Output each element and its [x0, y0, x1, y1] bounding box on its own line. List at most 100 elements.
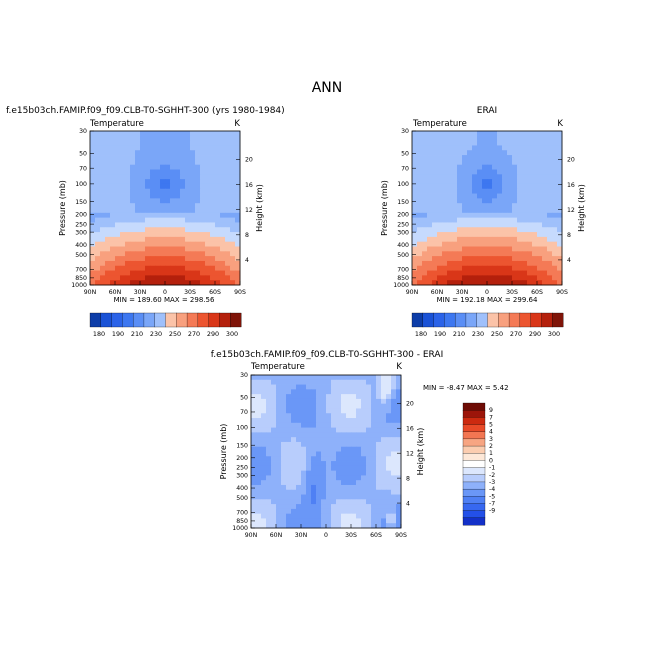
contour-cell [185, 159, 191, 166]
contour-cell [552, 135, 558, 142]
contour-cell [145, 208, 151, 214]
contour-cell [150, 227, 156, 233]
contour-cell [442, 251, 448, 257]
contour-cell [427, 212, 433, 219]
colorbar-swatch [552, 312, 564, 328]
contour-cell [170, 212, 176, 219]
contour-cell [195, 236, 201, 243]
contour-cell [160, 203, 166, 209]
contour-cell [452, 188, 458, 194]
contour-cell [225, 241, 231, 247]
contour-cell [90, 145, 96, 151]
contour-cell [552, 275, 558, 281]
contour-cell [130, 203, 136, 209]
contour-cell [361, 475, 367, 481]
contour-cell [261, 441, 267, 448]
contour-cell [542, 270, 548, 276]
contour-cell [205, 188, 211, 194]
contour-cell [381, 384, 387, 390]
contour-cell [492, 265, 498, 271]
contour-cell [326, 398, 332, 405]
contour-cell [311, 413, 317, 419]
contour-cell [326, 418, 332, 424]
contour-cell [291, 398, 297, 405]
contour-cell [266, 418, 272, 424]
contour-cell [271, 475, 277, 481]
contour-cell [532, 169, 538, 175]
contour-cell [160, 217, 166, 223]
contour-cell [311, 418, 317, 424]
contour-cell [502, 212, 508, 219]
contour-cell [482, 179, 488, 185]
contour-cell [532, 246, 538, 252]
contour-cell [296, 518, 302, 524]
contour-cell [532, 150, 538, 156]
contour-cell [477, 198, 483, 204]
y-right-tick-label: 4 [567, 257, 571, 264]
contour-cell [105, 198, 111, 204]
contour-cell [175, 227, 181, 233]
contour-cell [180, 275, 186, 281]
contour-cell [437, 188, 443, 194]
contour-cell [452, 203, 458, 209]
contour-cell [351, 418, 357, 424]
contour-cell [432, 208, 438, 214]
contour-cell [296, 408, 302, 414]
contour-cell [412, 198, 418, 204]
contour-cell [155, 270, 161, 276]
contour-cell [266, 475, 272, 481]
contour-cell [296, 480, 302, 486]
contour-cell [180, 193, 186, 199]
contour-cell [135, 236, 141, 243]
contour-cell [140, 179, 146, 185]
contour-cell [442, 265, 448, 271]
contour-cell [492, 155, 498, 161]
contour-cell [316, 475, 322, 481]
contour-cell [482, 203, 488, 209]
contour-cell [301, 504, 307, 510]
contour-cell [462, 212, 468, 219]
contour-cell [200, 198, 206, 204]
contour-cell [487, 227, 493, 233]
contour-cell [557, 164, 563, 170]
contour-cell [376, 451, 382, 457]
contour-cell [417, 256, 423, 262]
contour-cell [140, 174, 146, 180]
colorbar-swatch [508, 312, 521, 328]
contour-cell [336, 494, 342, 500]
contour-cell [135, 246, 141, 252]
contour-cell [286, 484, 292, 491]
contour-cell [376, 470, 382, 476]
contour-cell [386, 465, 392, 472]
contour-cell [225, 222, 231, 228]
contour-cell [547, 198, 553, 204]
contour-cell [160, 270, 166, 276]
contour-cell [180, 159, 186, 166]
contour-cell [452, 280, 458, 286]
contour-cell [180, 183, 186, 190]
contour-cell [316, 418, 322, 424]
contour-cell [452, 265, 458, 271]
contour-cell [527, 183, 533, 190]
contour-cell [180, 256, 186, 262]
contour-cell [150, 246, 156, 252]
contour-cell [376, 418, 382, 424]
contour-cell [442, 169, 448, 175]
contour-cell [527, 256, 533, 262]
contour-cell [452, 164, 458, 170]
contour-cell [422, 169, 428, 175]
contour-cell [412, 188, 418, 194]
contour-cell [145, 193, 151, 199]
contour-cell [195, 217, 201, 223]
contour-cell [437, 193, 443, 199]
contour-cell [386, 389, 392, 395]
contour-cell [195, 169, 201, 175]
y-right-tick-label: 12 [406, 450, 414, 457]
contour-cell [507, 174, 513, 180]
contour-cell [261, 470, 267, 476]
contour-cell [210, 246, 216, 252]
contour-cell [296, 413, 302, 419]
y-right-tick-label: 16 [567, 182, 575, 189]
contour-cell [296, 437, 302, 443]
contour-cell [391, 441, 397, 448]
